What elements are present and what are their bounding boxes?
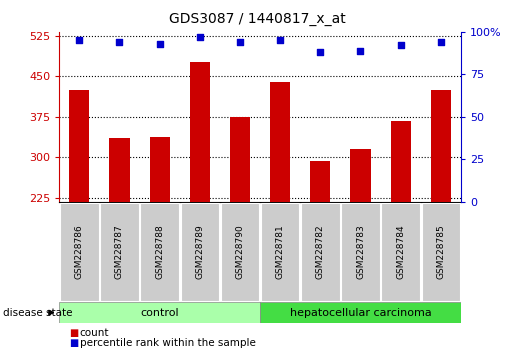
Text: control: control bbox=[140, 308, 179, 318]
Bar bbox=[149, 137, 169, 202]
Bar bbox=[350, 149, 370, 202]
Bar bbox=[109, 138, 129, 202]
Point bbox=[316, 50, 324, 55]
Bar bbox=[301, 203, 339, 301]
Bar bbox=[390, 121, 410, 202]
Bar bbox=[141, 203, 179, 301]
Point bbox=[276, 38, 284, 43]
Text: GSM228782: GSM228782 bbox=[316, 224, 325, 279]
Bar bbox=[69, 90, 89, 202]
Bar bbox=[190, 62, 210, 202]
Text: GSM228785: GSM228785 bbox=[436, 224, 445, 279]
Text: GSM228781: GSM228781 bbox=[276, 224, 285, 279]
Text: disease state: disease state bbox=[3, 308, 72, 318]
Bar bbox=[260, 302, 461, 323]
Bar bbox=[261, 203, 299, 301]
Text: GSM228784: GSM228784 bbox=[396, 224, 405, 279]
Text: GSM228789: GSM228789 bbox=[195, 224, 204, 279]
Point bbox=[115, 39, 124, 45]
Point bbox=[356, 48, 365, 53]
Text: count: count bbox=[80, 328, 109, 338]
Bar bbox=[100, 203, 139, 301]
Bar bbox=[59, 302, 260, 323]
Text: GSM228787: GSM228787 bbox=[115, 224, 124, 279]
Text: GSM228788: GSM228788 bbox=[155, 224, 164, 279]
Point bbox=[196, 34, 204, 40]
Bar bbox=[221, 203, 259, 301]
Bar bbox=[431, 90, 451, 202]
Point bbox=[156, 41, 164, 47]
Text: GSM228786: GSM228786 bbox=[75, 224, 84, 279]
Bar bbox=[341, 203, 380, 301]
Bar bbox=[230, 117, 250, 202]
Text: GSM228790: GSM228790 bbox=[235, 224, 245, 279]
Bar bbox=[382, 203, 420, 301]
Point bbox=[437, 39, 445, 45]
Bar bbox=[270, 82, 290, 202]
Bar bbox=[310, 161, 330, 202]
Bar bbox=[181, 203, 219, 301]
Point bbox=[236, 39, 244, 45]
Point bbox=[397, 42, 405, 48]
Text: hepatocellular carcinoma: hepatocellular carcinoma bbox=[289, 308, 432, 318]
Point bbox=[75, 38, 83, 43]
Text: GSM228783: GSM228783 bbox=[356, 224, 365, 279]
Text: GDS3087 / 1440817_x_at: GDS3087 / 1440817_x_at bbox=[169, 12, 346, 27]
Text: percentile rank within the sample: percentile rank within the sample bbox=[80, 338, 256, 348]
Bar bbox=[60, 203, 98, 301]
Bar bbox=[422, 203, 460, 301]
Text: ■: ■ bbox=[70, 328, 79, 338]
Text: ■: ■ bbox=[70, 338, 79, 348]
